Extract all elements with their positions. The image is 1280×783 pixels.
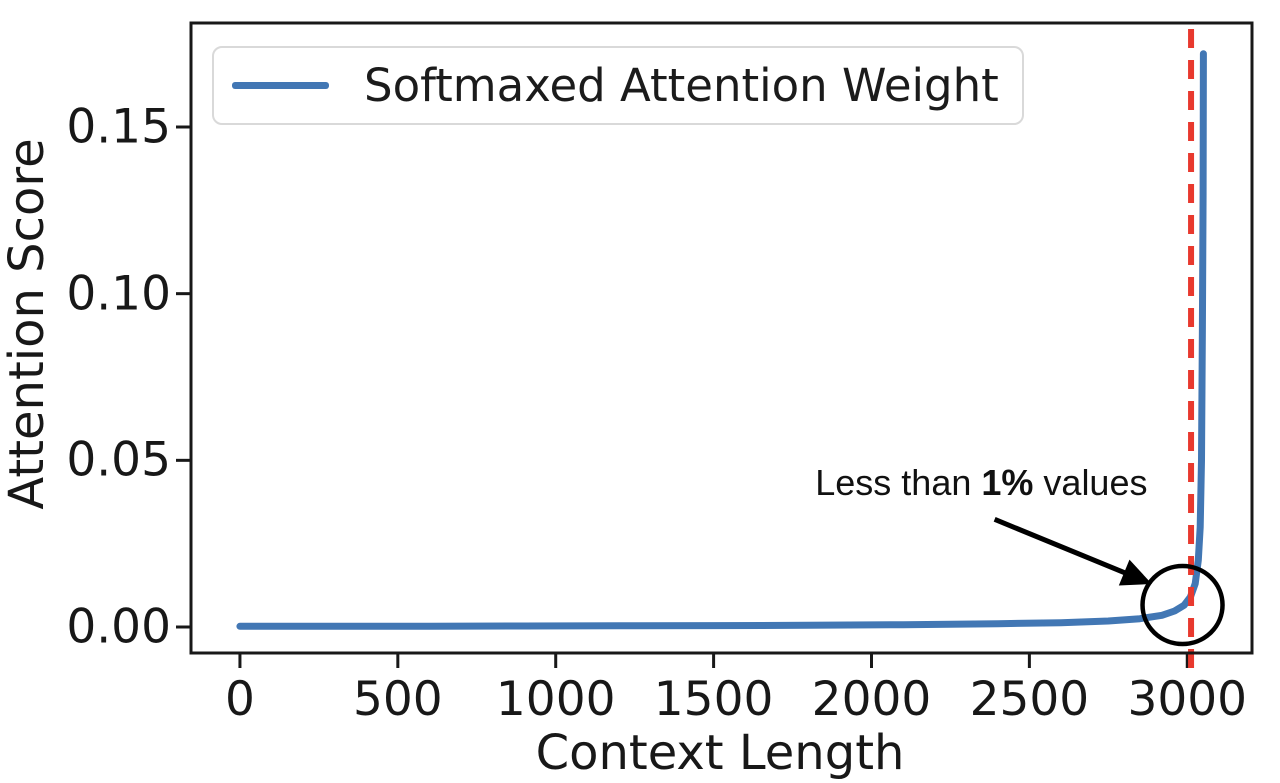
y-axis-title: Attention Score [0, 138, 55, 510]
x-tick-label: 500 [352, 672, 443, 727]
y-tick-label: 0.15 [66, 99, 171, 155]
y-tick-label: 0.10 [66, 266, 171, 322]
x-tick-label: 1500 [653, 672, 774, 727]
callout-annotation-text: Less than 1% values [815, 465, 1147, 501]
callout-arrow [993, 517, 1152, 586]
arrow-head [1118, 559, 1152, 586]
x-tick-label: 0 [224, 672, 255, 727]
y-tick-label: 0.05 [66, 432, 171, 488]
plot-frame [189, 21, 1254, 655]
y-tick-label: 0.00 [66, 599, 171, 655]
legend-entry-label: Softmaxed Attention Weight [364, 59, 999, 112]
x-tick-label: 1000 [495, 672, 616, 727]
arrow-shaft [993, 517, 1131, 578]
x-axis-title: Context Length [535, 725, 905, 781]
callout-text-part-2: values [1033, 462, 1148, 503]
circle-highlight-annotation [1140, 563, 1225, 647]
x-tick-label: 2000 [811, 672, 932, 727]
axis-ticks [176, 125, 1189, 668]
legend: Softmaxed Attention Weight [212, 46, 1024, 125]
x-tick-label: 2500 [969, 672, 1090, 727]
x-tick-label: 3000 [1127, 672, 1248, 727]
attention-weight-curve [236, 50, 1207, 630]
callout-text-part-1: Less than [815, 462, 982, 503]
legend-line-swatch [232, 82, 329, 89]
callout-text-bold-part: 1% [981, 462, 1034, 503]
